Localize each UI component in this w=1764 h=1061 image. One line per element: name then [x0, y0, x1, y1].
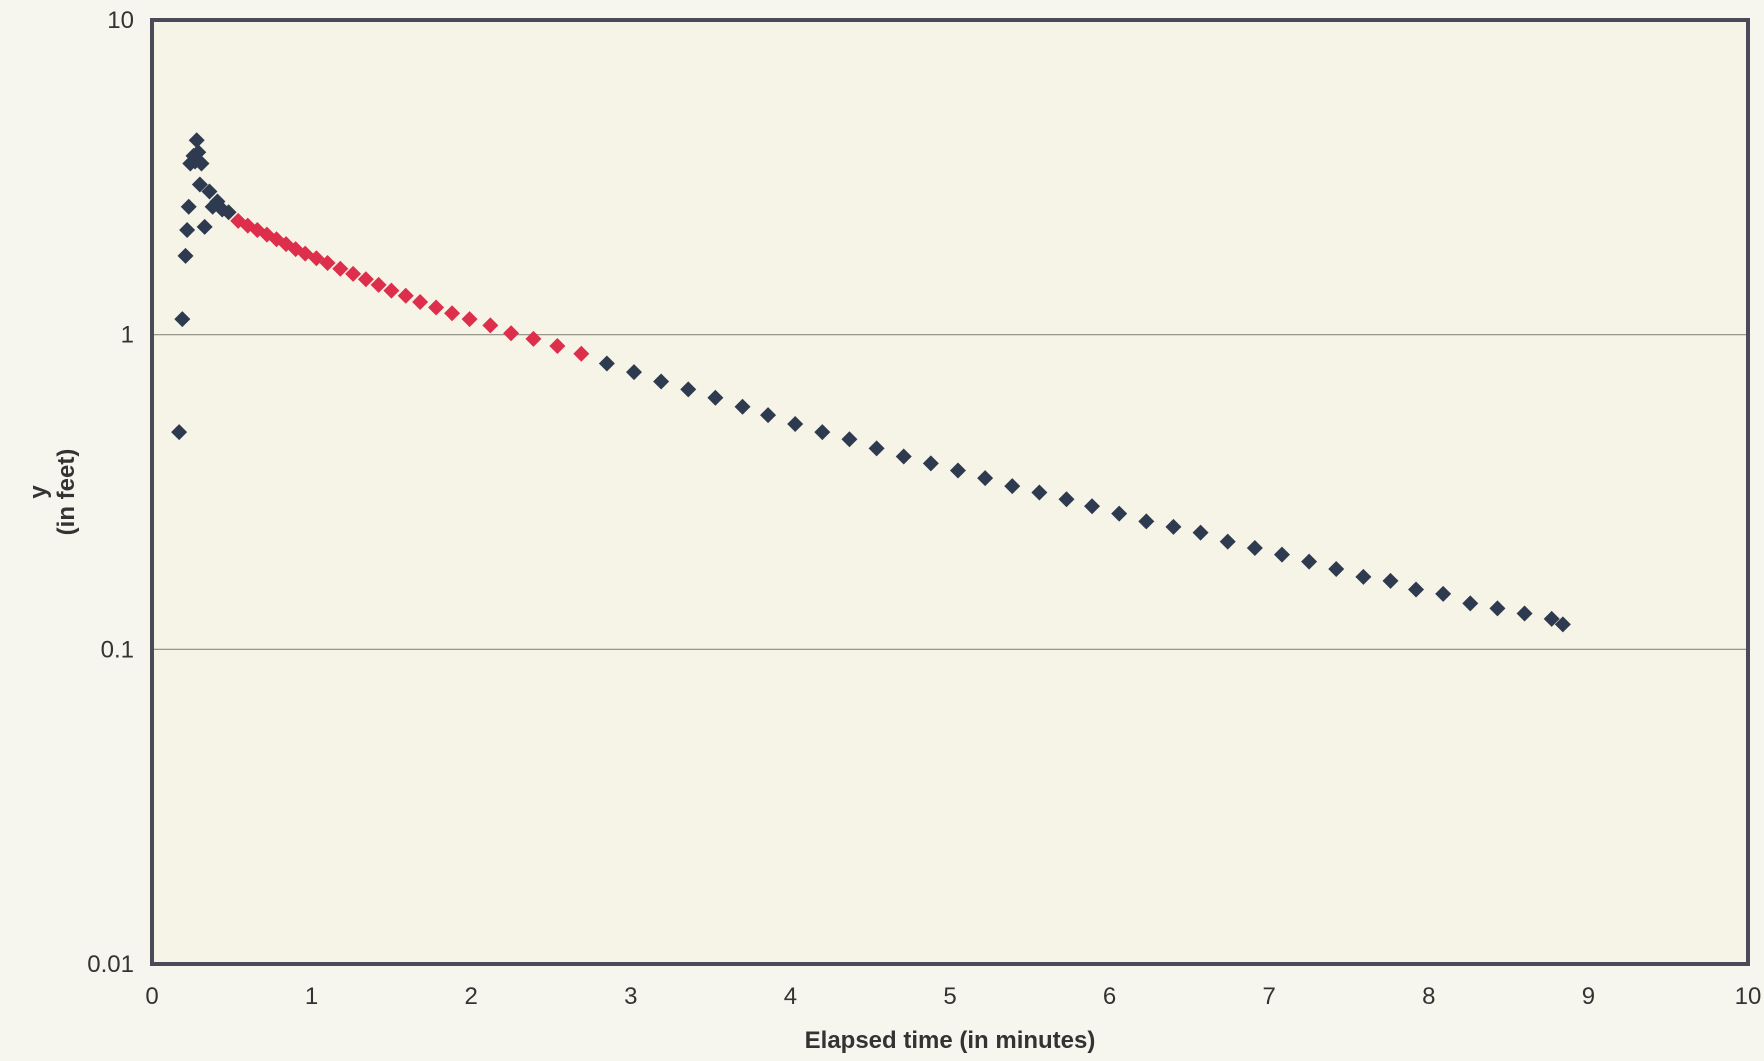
x-tick-label: 9 — [1582, 983, 1595, 1010]
data-point-dark — [1192, 524, 1209, 541]
x-tick-label: 0 — [145, 983, 158, 1010]
data-point-red — [549, 338, 566, 355]
data-point-dark — [191, 176, 208, 193]
data-point-dark — [1435, 585, 1452, 602]
data-point-dark — [180, 198, 197, 215]
data-point-dark — [196, 218, 213, 235]
data-point-dark — [922, 455, 939, 472]
data-point-dark — [1462, 595, 1479, 612]
data-point-dark — [1382, 572, 1399, 589]
x-tick-label: 7 — [1263, 983, 1276, 1010]
data-point-dark — [1489, 600, 1506, 617]
data-point-dark — [171, 424, 188, 441]
data-point-dark — [1301, 553, 1318, 570]
data-point-red — [525, 330, 542, 347]
data-point-red — [397, 287, 414, 304]
data-point-red — [357, 271, 374, 288]
x-tick-label: 2 — [465, 983, 478, 1010]
x-axis-ticks: 0 1 2 3 4 5 6 7 8 9 10 — [145, 983, 1761, 1010]
data-point-dark — [1543, 610, 1560, 627]
data-point-dark — [1138, 513, 1155, 530]
data-point-dark — [1031, 484, 1048, 501]
data-point-dark — [1219, 533, 1236, 550]
data-point-dark — [1516, 605, 1533, 622]
data-point-dark — [841, 431, 858, 448]
data-point-dark — [1058, 491, 1075, 508]
data-point-dark — [190, 144, 207, 161]
y-axis-title: y (in feet) — [25, 449, 80, 536]
data-point-dark — [1111, 505, 1128, 522]
data-point-dark — [814, 424, 831, 441]
plot-border — [150, 18, 1750, 966]
data-point-dark — [949, 462, 966, 479]
data-point-dark — [177, 247, 194, 264]
data-point-dark — [174, 311, 191, 328]
data-points — [171, 132, 1571, 633]
data-point-red — [482, 317, 499, 334]
data-point-dark — [1084, 498, 1101, 515]
y-axis-title-main: y — [25, 485, 52, 499]
data-point-dark — [201, 183, 218, 200]
data-point-dark — [1328, 561, 1345, 578]
x-tick-label: 3 — [624, 983, 637, 1010]
data-point-dark — [680, 381, 697, 398]
plot-area — [152, 20, 1748, 964]
x-tick-label: 4 — [784, 983, 797, 1010]
x-tick-label: 8 — [1422, 983, 1435, 1010]
data-point-dark — [179, 222, 196, 239]
data-point-red — [428, 299, 445, 316]
data-point-dark — [598, 355, 615, 372]
y-tick-label: 0.1 — [101, 636, 134, 663]
data-point-red — [383, 282, 400, 299]
data-point-dark — [1004, 478, 1021, 495]
data-point-dark — [734, 398, 751, 415]
data-point-dark — [977, 470, 994, 487]
y-tick-label: 1 — [121, 322, 134, 349]
data-point-dark — [1246, 539, 1263, 556]
data-point-dark — [1408, 581, 1425, 598]
x-axis-title: Elapsed time (in minutes) — [805, 1027, 1096, 1054]
data-point-red — [345, 265, 362, 282]
data-point-dark — [1273, 546, 1290, 563]
data-point-dark — [1554, 616, 1571, 633]
data-point-dark — [653, 373, 670, 390]
data-point-dark — [193, 155, 210, 172]
data-point-dark — [787, 416, 804, 433]
data-point-dark — [760, 407, 777, 424]
x-tick-label: 10 — [1735, 983, 1762, 1010]
data-point-dark — [707, 389, 724, 406]
data-point-dark — [895, 448, 912, 465]
data-point-dark — [220, 204, 237, 221]
y-axis-title-sub: (in feet) — [53, 449, 80, 536]
data-point-red — [332, 260, 349, 277]
data-point-red — [319, 254, 336, 271]
data-point-dark — [1355, 568, 1372, 585]
x-tick-label: 5 — [943, 983, 956, 1010]
x-tick-label: 1 — [305, 983, 318, 1010]
data-point-dark — [625, 364, 642, 381]
y-tick-label: 10 — [107, 7, 134, 34]
data-point-red — [370, 276, 387, 293]
data-point-dark — [188, 132, 205, 149]
data-point-red — [573, 345, 590, 362]
data-point-red — [461, 311, 478, 328]
data-point-red — [444, 305, 461, 322]
y-tick-label: 0.01 — [87, 951, 134, 978]
data-point-red — [503, 325, 520, 342]
y-axis-ticks: 0.01 0.1 1 10 — [87, 7, 134, 978]
data-point-dark — [1165, 518, 1182, 535]
data-point-red — [412, 294, 429, 311]
x-tick-label: 6 — [1103, 983, 1116, 1010]
data-point-dark — [868, 440, 885, 457]
grid-lines — [152, 334, 1748, 650]
